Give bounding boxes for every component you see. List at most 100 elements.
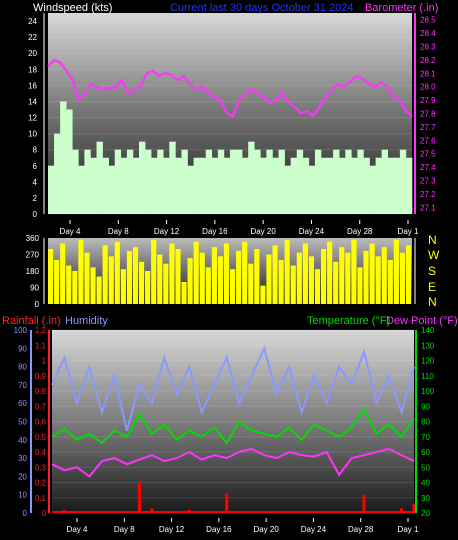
compass-e: E bbox=[428, 280, 436, 294]
direction-bar bbox=[96, 276, 102, 304]
compass-labels: N W S E N bbox=[428, 233, 440, 309]
wind-tick-label: 16 bbox=[28, 81, 37, 90]
temperature-tick-label: 30 bbox=[421, 494, 430, 503]
baro-tick-label: 27.5 bbox=[420, 150, 436, 159]
wind-baro-x-ticks: Day 4 Day 8 Day 12 Day 16 Day 20 Day 24 Day 28… bbox=[60, 220, 419, 236]
direction-bar bbox=[84, 252, 90, 304]
wind-baro-x-tick-label: Day 12 bbox=[154, 227, 180, 236]
direction-bar bbox=[272, 245, 278, 304]
bottom-plot-area bbox=[52, 330, 414, 513]
windspeed-bar bbox=[405, 157, 413, 214]
direction-bar bbox=[308, 256, 315, 304]
rainfall-tick-label: 1 bbox=[42, 357, 47, 366]
windspeed-bar bbox=[308, 165, 316, 214]
direction-tick-label: 360 bbox=[26, 234, 40, 243]
windspeed-bar bbox=[187, 165, 194, 214]
direction-bar bbox=[266, 254, 272, 304]
windspeed-bar bbox=[399, 149, 407, 214]
rainfall-tick-label: 0 bbox=[42, 509, 47, 518]
windspeed-bar bbox=[272, 157, 279, 214]
direction-bar bbox=[217, 256, 224, 304]
windspeed-bar bbox=[114, 149, 122, 214]
windspeed-bar bbox=[327, 157, 334, 214]
direction-bar bbox=[193, 241, 199, 304]
baro-tick-label: 28.5 bbox=[420, 16, 436, 25]
baro-tick-label: 28.4 bbox=[420, 29, 436, 38]
barometer-series bbox=[47, 58, 413, 118]
direction-bar bbox=[260, 285, 266, 304]
windspeed-bar bbox=[145, 149, 152, 214]
direction-bar bbox=[387, 260, 393, 304]
direction-bar bbox=[333, 261, 339, 304]
rainfall-bar bbox=[362, 494, 366, 513]
bottom-x-tick-label: Day 12 bbox=[159, 525, 185, 534]
wind-tick-label: 12 bbox=[28, 114, 37, 123]
direction-bar bbox=[120, 269, 126, 304]
direction-tick-label: 270 bbox=[26, 251, 40, 260]
windspeed-bar bbox=[132, 157, 140, 214]
direction-bar bbox=[399, 252, 406, 304]
bottom-x-tick-label: Day 1 bbox=[398, 525, 419, 534]
direction-bar bbox=[169, 243, 175, 304]
windspeed-bar bbox=[66, 109, 73, 214]
wind-tick-label: 24 bbox=[28, 17, 37, 26]
windspeed-bar bbox=[314, 149, 322, 214]
windspeed-bar bbox=[108, 165, 116, 214]
temperature-tick-label: 80 bbox=[421, 418, 430, 427]
direction-bar bbox=[296, 252, 302, 304]
windspeed-bar bbox=[72, 149, 79, 214]
wind-tick-label: 2 bbox=[33, 194, 38, 203]
bottom-x-tick-label: Day 8 bbox=[114, 525, 135, 534]
baro-axis-ticks: 27.1 27.2 27.3 27.4 27.5 27.6 27.7 27.8 27.9 28.0… bbox=[420, 16, 436, 213]
direction-panel: 0 90 180 270 360 N W S E N bbox=[26, 233, 440, 309]
windspeed-bar bbox=[181, 149, 188, 214]
dewpoint-line bbox=[51, 447, 415, 478]
direction-bar bbox=[223, 243, 230, 304]
bottom-x-tick-label: Day 20 bbox=[253, 525, 279, 534]
compass-w: W bbox=[428, 248, 440, 262]
windspeed-bar bbox=[211, 157, 219, 214]
wind-tick-label: 20 bbox=[28, 49, 37, 58]
bottom-x-tick-label: Day 28 bbox=[348, 525, 374, 534]
windspeed-bar bbox=[175, 157, 182, 214]
direction-tick-label: 180 bbox=[26, 267, 40, 276]
direction-series bbox=[48, 239, 412, 304]
direction-bar bbox=[163, 263, 169, 304]
direction-bar bbox=[242, 241, 248, 304]
windspeed-bar bbox=[290, 157, 298, 214]
windspeed-bar bbox=[90, 157, 97, 214]
rainfall-tick-label: 0.9 bbox=[35, 372, 47, 381]
direction-tick-label: 90 bbox=[30, 284, 39, 293]
rainfall-tick-label: 1.1 bbox=[35, 341, 47, 350]
wind-baro-x-tick-label: Day 28 bbox=[347, 227, 373, 236]
windspeed-bar bbox=[363, 157, 370, 214]
temperature-tick-label: 70 bbox=[421, 433, 430, 442]
windspeed-bar bbox=[345, 149, 352, 214]
humidity-tick-label: 60 bbox=[18, 399, 27, 408]
humidity-series bbox=[51, 345, 415, 431]
dewpoint-label: Dew Point (°F) bbox=[386, 315, 458, 327]
baro-tick-label: 27.7 bbox=[420, 123, 436, 132]
baro-tick-label: 27.6 bbox=[420, 136, 436, 145]
windspeed-bar bbox=[223, 157, 231, 214]
dewpoint-series bbox=[51, 447, 415, 478]
direction-bar bbox=[405, 245, 412, 304]
direction-bar bbox=[351, 239, 357, 304]
rainfall-bar bbox=[137, 482, 141, 513]
baro-tick-label: 27.4 bbox=[420, 163, 436, 172]
windspeed-bar bbox=[369, 165, 376, 214]
direction-bar bbox=[321, 249, 327, 304]
direction-bar bbox=[339, 247, 345, 304]
direction-bar bbox=[254, 249, 260, 304]
windspeed-bar bbox=[357, 149, 364, 214]
windspeed-bar bbox=[296, 149, 304, 214]
direction-bar bbox=[284, 239, 290, 304]
rainfall-bar bbox=[400, 508, 404, 513]
windspeed-bar bbox=[48, 165, 55, 214]
direction-bar bbox=[139, 261, 145, 304]
temperature-tick-label: 40 bbox=[421, 479, 430, 488]
direction-bar bbox=[126, 250, 133, 304]
windspeed-bar bbox=[54, 133, 61, 214]
windspeed-bar bbox=[163, 157, 170, 214]
